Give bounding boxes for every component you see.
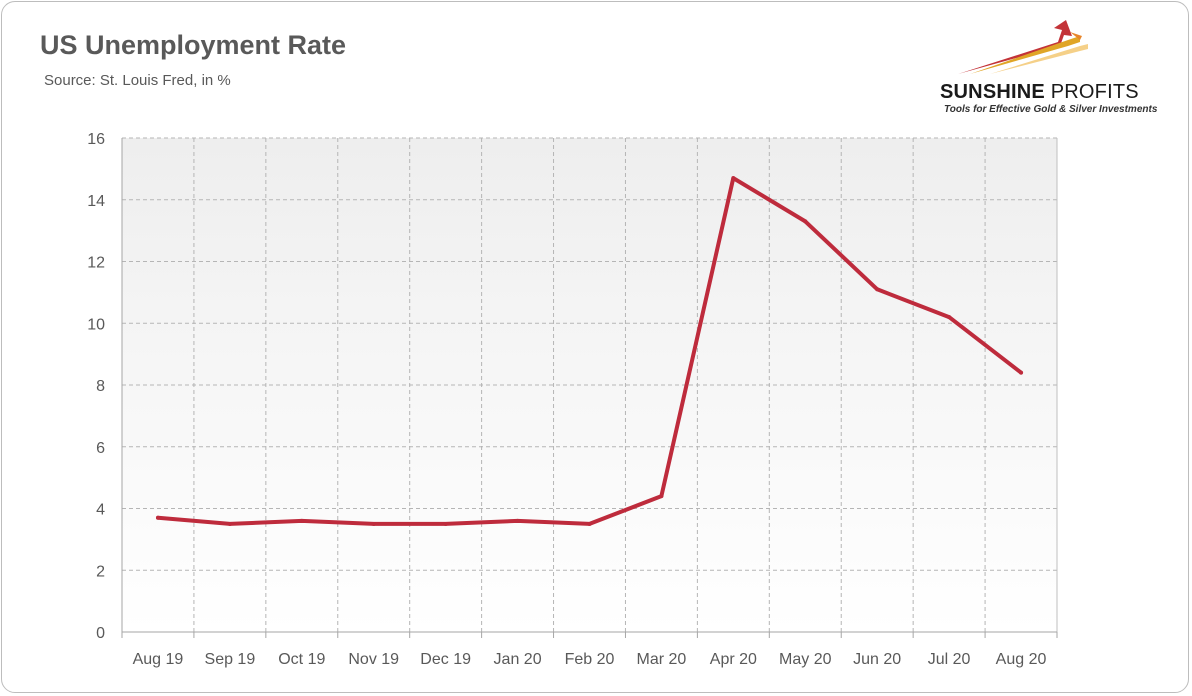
data-point bbox=[875, 287, 880, 292]
data-point bbox=[443, 521, 448, 526]
x-tick-label: Dec 19 bbox=[420, 651, 471, 668]
x-tick-label: Jan 20 bbox=[494, 651, 542, 668]
x-tick-label: Jul 20 bbox=[928, 651, 971, 668]
y-tick-label: 14 bbox=[87, 193, 105, 210]
logo-swoosh-icon bbox=[958, 20, 1088, 74]
x-tick-label: Oct 19 bbox=[278, 651, 325, 668]
x-tick-label: Mar 20 bbox=[637, 651, 687, 668]
x-tick-label: Aug 20 bbox=[996, 651, 1047, 668]
sunshine-profits-logo: SUNSHINE PROFITS Tools for Effective Gol… bbox=[930, 18, 1170, 118]
chart-title: US Unemployment Rate bbox=[40, 30, 347, 60]
x-tick-label: May 20 bbox=[779, 651, 832, 668]
y-tick-label: 0 bbox=[96, 625, 105, 642]
y-tick-label: 6 bbox=[96, 440, 105, 457]
data-point bbox=[227, 521, 232, 526]
x-tick-label: Feb 20 bbox=[565, 651, 615, 668]
data-point bbox=[947, 315, 952, 320]
data-point bbox=[587, 521, 592, 526]
x-tick-label: Nov 19 bbox=[348, 651, 399, 668]
data-point bbox=[371, 521, 376, 526]
data-point bbox=[731, 176, 736, 181]
logo-tagline: Tools for Effective Gold & Silver Invest… bbox=[944, 104, 1158, 115]
y-tick-label: 12 bbox=[87, 255, 105, 272]
data-point bbox=[515, 518, 520, 523]
y-tick-label: 16 bbox=[87, 131, 105, 148]
y-tick-label: 10 bbox=[87, 316, 105, 333]
x-tick-label: Apr 20 bbox=[710, 651, 757, 668]
x-tick-label: Jun 20 bbox=[853, 651, 901, 668]
data-point bbox=[1019, 370, 1024, 375]
x-tick-label: Aug 19 bbox=[133, 651, 184, 668]
y-tick-label: 4 bbox=[96, 502, 105, 519]
y-tick-label: 8 bbox=[96, 378, 105, 395]
y-tick-label: 2 bbox=[96, 563, 105, 580]
chart-subtitle: Source: St. Louis Fred, in % bbox=[44, 72, 231, 89]
data-point bbox=[803, 219, 808, 224]
x-tick-label: Sep 19 bbox=[205, 651, 256, 668]
data-point bbox=[299, 518, 304, 523]
data-point bbox=[155, 515, 160, 520]
data-point bbox=[659, 494, 664, 499]
logo-brand-text: SUNSHINE PROFITS bbox=[940, 81, 1139, 103]
